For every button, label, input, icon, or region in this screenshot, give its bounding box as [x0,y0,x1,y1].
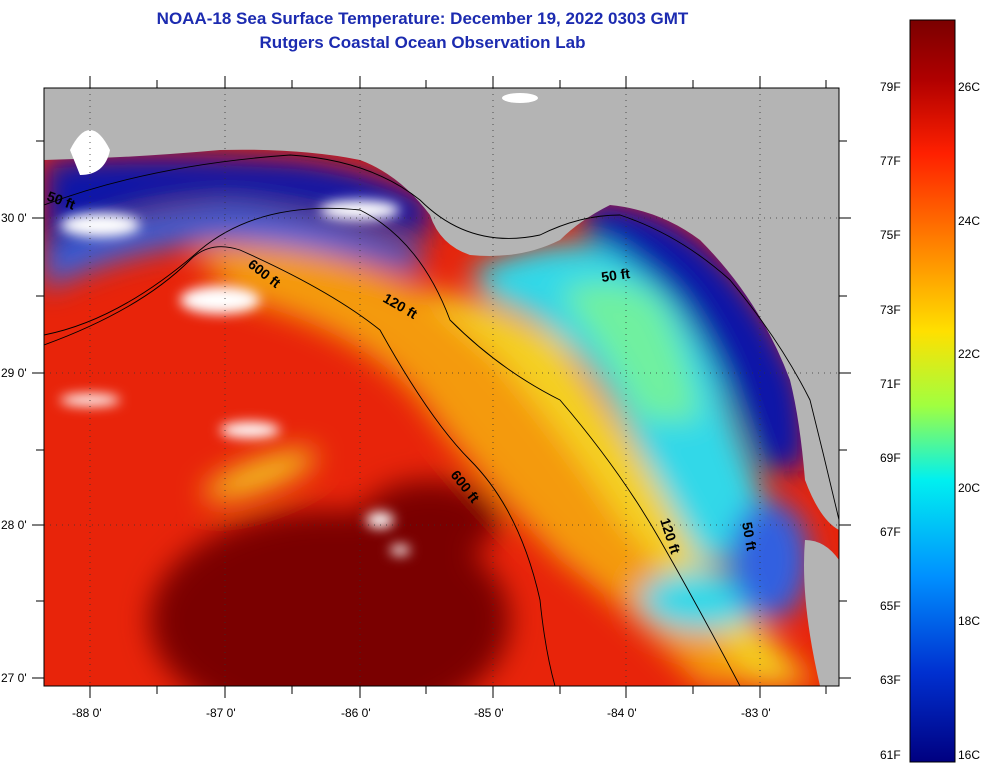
lat-tick-label: 30 0' [1,211,27,225]
map-title: NOAA-18 Sea Surface Temperature: Decembe… [156,9,689,28]
colorbar-f-label: 73F [880,303,901,317]
lat-tick-label: 29 0' [1,366,27,380]
colorbar-f-label: 67F [880,525,901,539]
colorbar-c-label: 26C [958,80,981,94]
colorbar-f-label: 75F [880,228,901,242]
map-ticks [32,76,851,698]
lat-tick-label: 28 0' [1,518,27,532]
lat-tick-label: 27 0' [1,671,27,685]
colorbar-f-label: 61F [880,748,901,762]
colorbar-c-label: 18C [958,614,981,628]
colorbar-f-label: 69F [880,451,901,465]
colorbar-c-label: 20C [958,481,981,495]
colorbar-c-label: 22C [958,347,981,361]
colorbar-f-label: 65F [880,599,901,613]
colorbar [909,19,956,763]
lon-tick-label: -86 0' [341,706,371,720]
colorbar-f-label: 71F [880,377,901,391]
lon-tick-label: -88 0' [72,706,102,720]
colorbar-c-label: 24C [958,214,981,228]
colorbar-c-label: 16C [958,748,981,762]
contour-label-50ft-south: 50 ft [739,521,760,552]
map-subtitle: Rutgers Coastal Ocean Observation Lab [259,33,586,52]
lon-tick-label: -87 0' [206,706,236,720]
colorbar-f-label: 79F [880,80,901,94]
lon-tick-label: -84 0' [607,706,637,720]
colorbar-f-label: 77F [880,154,901,168]
map-frame [43,87,840,687]
graticule [44,88,839,686]
lon-tick-label: -85 0' [474,706,504,720]
contour-label-50ft-east: 50 ft [600,265,631,285]
colorbar-f-label: 63F [880,673,901,687]
land-mass [44,88,839,530]
lon-tick-label: -83 0' [741,706,771,720]
depth-contours [44,154,839,686]
